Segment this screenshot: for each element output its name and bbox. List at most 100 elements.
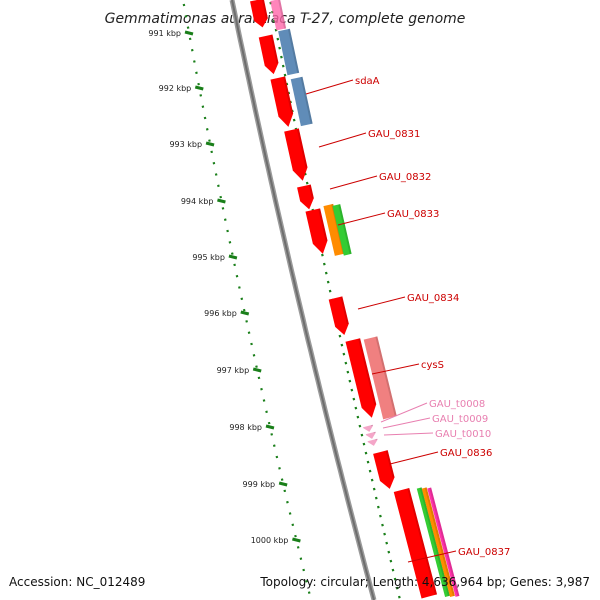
gene-label-gau_t0010: GAU_t0010 bbox=[435, 429, 491, 440]
outer-ring-dot bbox=[338, 334, 342, 338]
ruler-tick-label: 995 kbp bbox=[192, 253, 225, 262]
blue-bar-shade bbox=[300, 76, 313, 125]
blue-bar-shade bbox=[287, 28, 300, 74]
ruler-dot bbox=[190, 48, 194, 52]
gene-label-cyss: cysS bbox=[421, 360, 444, 371]
orange-stripe-shade bbox=[424, 487, 455, 597]
cds-arrow-shade bbox=[296, 128, 308, 168]
ruler-tick-label: 997 kbp bbox=[217, 366, 250, 375]
ruler-tick bbox=[217, 198, 226, 204]
outer-ring-dot bbox=[372, 487, 376, 491]
ruler-dot bbox=[238, 286, 241, 289]
ruler-dot bbox=[255, 365, 258, 368]
outer-ring-dot bbox=[376, 505, 380, 509]
ruler-dot bbox=[240, 297, 244, 301]
ruler-dot bbox=[294, 534, 297, 538]
outer-ring-dot bbox=[391, 568, 395, 572]
ruler-tick-label: 992 kbp bbox=[159, 84, 192, 93]
outer-ring-dot bbox=[274, 28, 278, 32]
ruler-dot bbox=[212, 161, 216, 165]
gene-label-gau_0837: GAU_0837 bbox=[458, 547, 510, 558]
magenta-stripe bbox=[427, 487, 460, 597]
cds-arrow bbox=[345, 338, 377, 418]
outer-ring-dot bbox=[374, 496, 378, 500]
gene-label-gau_t0008: GAU_t0008 bbox=[429, 399, 485, 410]
cds-arrow bbox=[284, 128, 308, 181]
outer-ring-dot bbox=[395, 586, 399, 590]
gene-leader-line bbox=[318, 132, 367, 148]
outer-ring-dot bbox=[352, 397, 356, 401]
trna-arrow-shape bbox=[365, 431, 376, 439]
green-bar-shade bbox=[338, 204, 352, 255]
trna-arrow-shape bbox=[367, 438, 378, 446]
trna-arrow-shade bbox=[375, 438, 378, 441]
outer-ring-dot bbox=[354, 406, 358, 410]
ruler-dot bbox=[305, 580, 308, 583]
ruler-tick bbox=[228, 254, 238, 260]
ruler-dot bbox=[208, 139, 211, 142]
gene-leader-line bbox=[389, 451, 439, 465]
outer-ring-dot bbox=[344, 361, 348, 365]
ruler-dot bbox=[223, 218, 227, 221]
trna-arrow-shade bbox=[370, 424, 373, 427]
magenta-bar bbox=[270, 0, 287, 31]
cds-arrow-shape bbox=[328, 296, 349, 335]
pink-bar-shape bbox=[363, 336, 397, 420]
ruler-dot bbox=[242, 308, 246, 312]
outer-ring-dot bbox=[387, 550, 391, 554]
trna-arrow bbox=[363, 424, 373, 432]
orange-bar-shape bbox=[323, 203, 345, 256]
orange-stripe-shape bbox=[421, 487, 455, 598]
backbone-line bbox=[229, 0, 377, 600]
ruler-dot bbox=[288, 512, 292, 515]
cds-arrow-shape bbox=[284, 128, 308, 181]
green-bar bbox=[332, 204, 352, 256]
ruler-dot bbox=[203, 116, 207, 120]
ruler-dot bbox=[221, 207, 225, 210]
ruler-tick-label: 993 kbp bbox=[169, 140, 202, 149]
cds-arrow bbox=[258, 34, 279, 75]
ruler-dot bbox=[201, 105, 205, 108]
magenta-bar-shape bbox=[270, 0, 287, 31]
ruler-dot bbox=[235, 274, 239, 278]
outer-ring-dot bbox=[393, 577, 397, 581]
green-bar-shape bbox=[332, 204, 352, 256]
cds-arrow bbox=[328, 296, 349, 335]
trna-arrow-shade bbox=[373, 431, 376, 434]
ruler-dot bbox=[199, 94, 203, 97]
cds-arrow-shade bbox=[270, 34, 279, 64]
ruler-dot bbox=[299, 557, 303, 560]
ruler-tick bbox=[205, 141, 215, 147]
outer-ring-dot bbox=[283, 73, 287, 77]
gene-label-gau_0832: GAU_0832 bbox=[379, 172, 431, 183]
cds-arrow-shape bbox=[345, 338, 377, 418]
position-ruler: 991 kbp 992 kbp 993 kbp 994 kbp 995 kbp 996 k… bbox=[148, 3, 311, 594]
outer-ring-dot bbox=[356, 415, 360, 419]
cds-arrow bbox=[250, 0, 268, 28]
orange-stripe bbox=[421, 487, 455, 598]
ruler-tick bbox=[240, 310, 250, 316]
outer-ring-dot bbox=[362, 442, 366, 446]
outer-ring-dot bbox=[281, 64, 285, 68]
gene-leader-line bbox=[382, 417, 431, 429]
gene-label-gau_0836: GAU_0836 bbox=[440, 448, 492, 459]
ruler-dot bbox=[195, 71, 198, 75]
ruler-dot bbox=[250, 342, 253, 346]
outer-ring-dot bbox=[385, 541, 389, 545]
ruler-dot bbox=[233, 263, 236, 267]
cds-arrow-shape bbox=[393, 487, 438, 599]
cds-arrow-shade bbox=[340, 296, 349, 325]
ruler-dot bbox=[247, 331, 251, 334]
cds-arrow-shade bbox=[308, 184, 314, 199]
outer-ring-dot bbox=[368, 469, 372, 473]
green-stripe-shade bbox=[419, 487, 450, 597]
ruler-dot bbox=[210, 150, 213, 154]
outer-ring-dot bbox=[322, 262, 326, 266]
ruler-dot bbox=[283, 489, 287, 493]
gene-leader-line bbox=[407, 550, 457, 563]
gene-leader-line bbox=[383, 432, 434, 436]
outer-ring-dot bbox=[305, 181, 309, 185]
cds-arrow-shade bbox=[358, 338, 377, 405]
cds-arrow bbox=[393, 487, 438, 599]
gene-label-gau_0833: GAU_0833 bbox=[387, 209, 439, 220]
